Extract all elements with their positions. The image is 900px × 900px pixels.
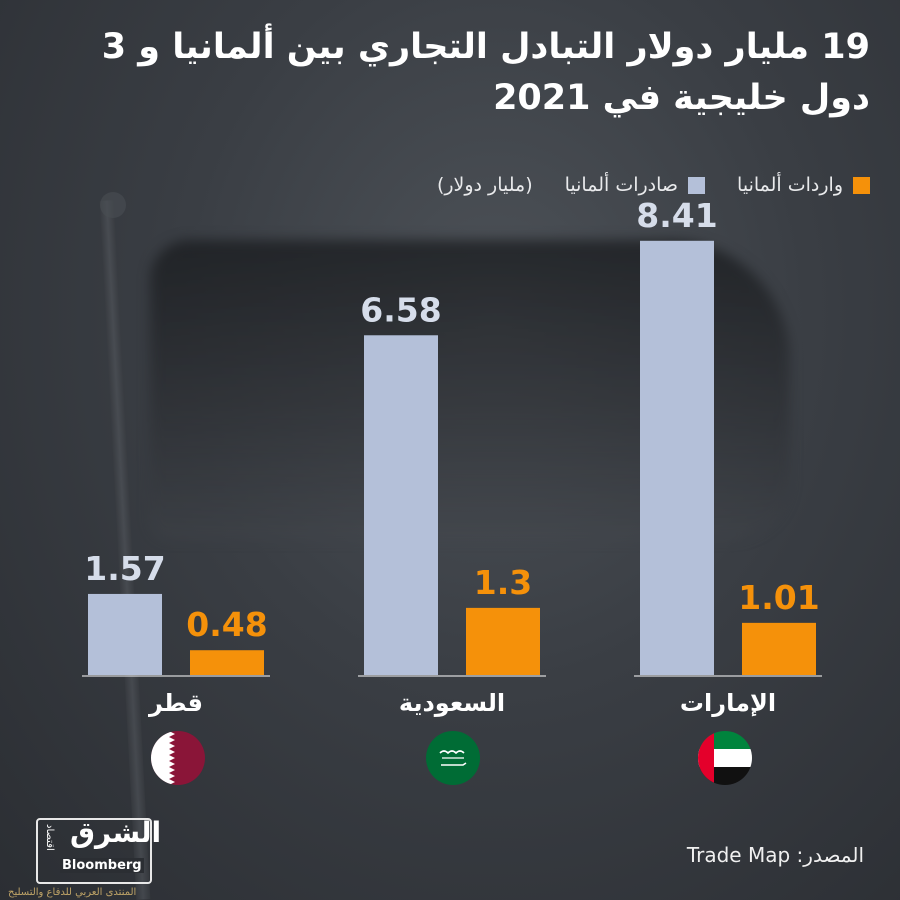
bar-exports-1	[364, 335, 438, 675]
value-label-imports-2: 0.48	[186, 605, 267, 644]
legend-label-exports: صادرات ألمانيا	[564, 174, 679, 196]
chart-title: 19 مليار دولار التبادل التجاري بين ألمان…	[101, 27, 870, 118]
logo-frame	[36, 818, 152, 884]
uae-flag-icon	[698, 731, 752, 785]
bar-imports-1	[466, 607, 540, 675]
source-note: المصدر: Trade Map	[686, 843, 864, 867]
value-label-imports-1: 1.3	[474, 563, 532, 602]
legend-swatch-exports	[688, 176, 706, 194]
category-label-0: الإمارات	[680, 689, 776, 717]
asharq-bloomberg-logo: الشرق اقتصاد Bloomberg	[26, 812, 161, 886]
logo-sub-text: اقتصاد	[44, 824, 55, 851]
legend-swatch-imports	[853, 176, 870, 194]
legend: واردات ألمانيا صادرات ألمانيا (مليار دول…	[405, 170, 870, 200]
bar-exports-2	[88, 593, 162, 675]
category-label-1: السعودية	[399, 689, 505, 717]
value-label-exports-0: 8.41	[636, 196, 717, 235]
bar-imports-0	[742, 622, 816, 675]
unit-label: (مليار دولار)	[436, 174, 533, 196]
value-label-imports-0: 1.01	[738, 578, 819, 617]
legend-label-imports: واردات ألمانيا	[737, 174, 843, 196]
value-label-exports-2: 1.57	[84, 549, 165, 588]
bar-exports-0	[640, 240, 714, 676]
saudi-flag-icon	[426, 731, 480, 785]
bar-imports-2	[190, 650, 264, 675]
logo-partner-text: Bloomberg	[60, 858, 144, 873]
value-label-exports-1: 6.58	[360, 290, 441, 329]
qatar-flag-icon	[151, 731, 205, 785]
category-label-2: قطر	[148, 689, 203, 717]
background-pole-finial	[100, 192, 126, 218]
legend-item-imports: واردات ألمانيا	[737, 174, 870, 196]
legend-unit: (مليار دولار)	[437, 174, 533, 196]
legend-item-exports: صادرات ألمانيا	[564, 174, 706, 196]
logo-main-text: الشرق	[70, 816, 162, 849]
forum-watermark: المنتدى العربي للدفاع والتسليح	[8, 887, 137, 898]
